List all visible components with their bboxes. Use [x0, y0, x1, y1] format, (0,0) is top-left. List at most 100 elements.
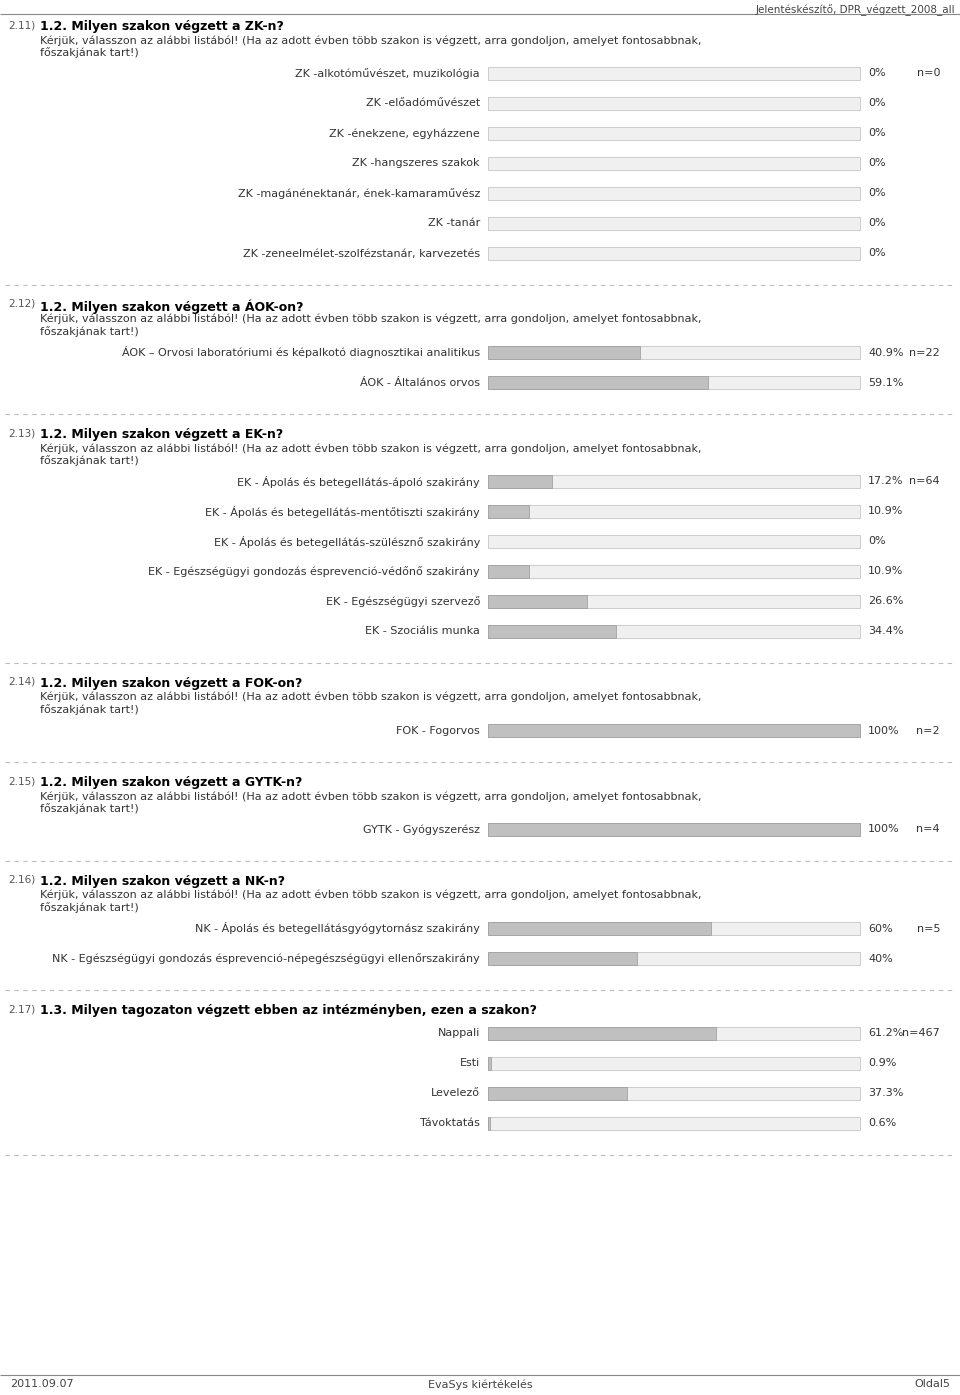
Bar	[488, 565, 529, 578]
Bar	[488, 346, 860, 359]
Bar	[488, 596, 587, 608]
Text: 34.4%: 34.4%	[868, 626, 903, 636]
Text: EvaSys kiértékelés: EvaSys kiértékelés	[428, 1380, 532, 1389]
Text: 1.2. Milyen szakon végzett a ÁOK-on?: 1.2. Milyen szakon végzett a ÁOK-on?	[40, 299, 303, 314]
Text: Nappali: Nappali	[438, 1028, 480, 1038]
Bar	[488, 596, 860, 608]
Text: Távoktatás: Távoktatás	[420, 1119, 480, 1129]
Text: n=64: n=64	[909, 477, 940, 487]
Text: Esti: Esti	[460, 1059, 480, 1069]
Bar	[488, 1027, 860, 1041]
Bar	[488, 823, 860, 836]
Text: főszakjának tart!): főszakjának tart!)	[40, 47, 139, 59]
Text: 2.14): 2.14)	[8, 677, 36, 686]
Bar	[488, 377, 860, 389]
Text: 0%: 0%	[868, 159, 886, 169]
Bar	[488, 158, 860, 170]
Text: 0%: 0%	[868, 99, 886, 109]
Bar	[488, 922, 711, 935]
Text: 0%: 0%	[868, 68, 886, 78]
Text: 10.9%: 10.9%	[868, 506, 903, 516]
Text: 17.2%: 17.2%	[868, 477, 903, 487]
Text: n=2: n=2	[917, 725, 940, 735]
Text: 0.9%: 0.9%	[868, 1059, 897, 1069]
Text: 0%: 0%	[868, 188, 886, 198]
Bar	[488, 346, 640, 359]
Text: 2.13): 2.13)	[8, 428, 36, 438]
Text: EK - Ápolás és betegellátás-mentőtiszti szakirány: EK - Ápolás és betegellátás-mentőtiszti …	[205, 505, 480, 518]
Bar	[488, 724, 860, 737]
Bar	[488, 1117, 491, 1130]
Text: Kérjük, válasszon az alábbi listából! (Ha az adott évben több szakon is végzett,: Kérjük, válasszon az alábbi listából! (H…	[40, 444, 702, 453]
Text: 2.17): 2.17)	[8, 1004, 36, 1014]
Text: 37.3%: 37.3%	[868, 1088, 903, 1098]
Text: főszakjának tart!): főszakjának tart!)	[40, 455, 139, 466]
Bar	[488, 98, 860, 110]
Text: főszakjának tart!): főszakjának tart!)	[40, 903, 139, 912]
Text: EK - Egészségügyi szervező: EK - Egészségügyi szervező	[325, 596, 480, 607]
Bar	[488, 476, 552, 488]
Text: 1.2. Milyen szakon végzett a NK-n?: 1.2. Milyen szakon végzett a NK-n?	[40, 875, 285, 889]
Text: 60%: 60%	[868, 923, 893, 933]
Text: 1.3. Milyen tagozaton végzett ebben az intézményben, ezen a szakon?: 1.3. Milyen tagozaton végzett ebben az i…	[40, 1004, 537, 1017]
Bar	[488, 1087, 860, 1101]
Text: 0%: 0%	[868, 248, 886, 258]
Text: 1.2. Milyen szakon végzett a GYTK-n?: 1.2. Milyen szakon végzett a GYTK-n?	[40, 776, 302, 790]
Text: Kérjük, válasszon az alábbi listából! (Ha az adott évben több szakon is végzett,: Kérjük, válasszon az alábbi listából! (H…	[40, 890, 702, 901]
Text: ZK -hangszeres szakok: ZK -hangszeres szakok	[352, 159, 480, 169]
Text: 2.15): 2.15)	[8, 776, 36, 785]
Text: ZK -tanár: ZK -tanár	[428, 219, 480, 229]
Text: FOK - Fogorvos: FOK - Fogorvos	[396, 725, 480, 735]
Text: 10.9%: 10.9%	[868, 566, 903, 576]
Bar	[488, 1087, 627, 1101]
Bar	[488, 505, 529, 518]
Text: 59.1%: 59.1%	[868, 378, 903, 388]
Text: 0%: 0%	[868, 128, 886, 138]
Text: 40.9%: 40.9%	[868, 347, 903, 357]
Text: Kérjük, válasszon az alábbi listából! (Ha az adott évben több szakon is végzett,: Kérjük, válasszon az alábbi listából! (H…	[40, 692, 702, 703]
Text: Jelentéskészítő, DPR_végzett_2008_all: Jelentéskészítő, DPR_végzett_2008_all	[756, 4, 955, 15]
Text: 1.2. Milyen szakon végzett a EK-n?: 1.2. Milyen szakon végzett a EK-n?	[40, 428, 283, 441]
Bar	[488, 625, 860, 638]
Text: Oldal5: Oldal5	[914, 1380, 950, 1389]
Text: ÁOK – Orvosi laboratóriumi és képalkotó diagnosztikai analitikus: ÁOK – Orvosi laboratóriumi és képalkotó …	[122, 346, 480, 359]
Text: főszakjának tart!): főszakjának tart!)	[40, 704, 139, 716]
Bar	[488, 187, 860, 199]
Bar	[488, 625, 616, 638]
Text: ZK -zeneelmélet-szolfézstanár, karvezetés: ZK -zeneelmélet-szolfézstanár, karvezeté…	[243, 248, 480, 258]
Text: 40%: 40%	[868, 954, 893, 964]
Text: 0.6%: 0.6%	[868, 1119, 897, 1129]
Text: ZK -előadóművészet: ZK -előadóművészet	[366, 99, 480, 109]
Bar	[488, 536, 860, 548]
Text: n=4: n=4	[917, 824, 940, 834]
Text: főszakjának tart!): főszakjának tart!)	[40, 804, 139, 813]
Bar	[488, 1057, 860, 1070]
Text: n=22: n=22	[909, 347, 940, 357]
Text: ÁOK - Általános orvos: ÁOK - Általános orvos	[360, 378, 480, 388]
Text: Levelező: Levelező	[431, 1088, 480, 1098]
Text: Kérjük, válasszon az alábbi listából! (Ha az adott évben több szakon is végzett,: Kérjük, válasszon az alábbi listából! (H…	[40, 35, 702, 46]
Text: EK - Egészségügyi gondozás ésprevenció-védőnő szakirány: EK - Egészségügyi gondozás ésprevenció-v…	[149, 566, 480, 578]
Bar	[488, 724, 860, 737]
Bar	[488, 823, 860, 836]
Text: 2.16): 2.16)	[8, 875, 36, 884]
Text: 2.11): 2.11)	[8, 20, 36, 31]
Text: 1.2. Milyen szakon végzett a FOK-on?: 1.2. Milyen szakon végzett a FOK-on?	[40, 677, 302, 691]
Text: 2.12): 2.12)	[8, 299, 36, 310]
Text: ZK -énekzene, egyházzene: ZK -énekzene, egyházzene	[329, 128, 480, 138]
Text: 100%: 100%	[868, 725, 900, 735]
Text: n=0: n=0	[917, 68, 940, 78]
Text: EK - Szociális munka: EK - Szociális munka	[365, 626, 480, 636]
Text: GYTK - Gyógyszerész: GYTK - Gyógyszerész	[363, 824, 480, 834]
Text: 26.6%: 26.6%	[868, 597, 903, 607]
Bar	[488, 951, 860, 965]
Bar	[488, 127, 860, 140]
Text: n=467: n=467	[902, 1028, 940, 1038]
Text: 1.2. Milyen szakon végzett a ZK-n?: 1.2. Milyen szakon végzett a ZK-n?	[40, 20, 284, 33]
Bar	[488, 922, 860, 935]
Text: ZK -magánénektanár, ének-kamaraművész: ZK -magánénektanár, ének-kamaraművész	[238, 188, 480, 199]
Text: NK - Egészségügyi gondozás ésprevenció-népegészségügyi ellenőrszakirány: NK - Egészségügyi gondozás ésprevenció-n…	[52, 953, 480, 964]
Bar	[488, 67, 860, 80]
Text: 0%: 0%	[868, 219, 886, 229]
Text: főszakjának tart!): főszakjának tart!)	[40, 326, 139, 338]
